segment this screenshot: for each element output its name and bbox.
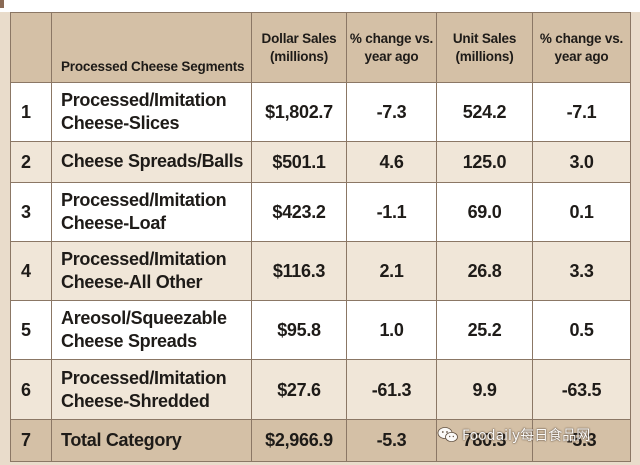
table-row: 1 Processed/Imitation Cheese-Slices $1,8… (10, 81, 631, 143)
row-rank: 3 (10, 181, 52, 242)
header-unit-change: % change vs. year ago (532, 12, 631, 83)
watermark-text: Foodaily每日食品网 (462, 428, 591, 444)
header-dollar-change: % change vs. year ago (346, 12, 437, 83)
row-dollar-sales: $501.1 (251, 141, 347, 183)
row-unit-change: 0.1 (532, 181, 631, 242)
row-rank: 2 (10, 141, 52, 183)
header-dollar-sales: Dollar Sales (millions) (251, 12, 347, 83)
row-unit-change: 0.5 (532, 300, 631, 361)
row-unit-change: 3.0 (532, 141, 631, 183)
row-segment-name: Processed/Imitation Cheese-Shredded (51, 359, 252, 420)
header-unit-sales: Unit Sales (millions) (436, 12, 533, 83)
row-rank: 1 (10, 81, 52, 143)
row-dollar-change: 1.0 (346, 300, 437, 361)
row-rank: 5 (10, 300, 52, 361)
row-unit-sales: 9.9 (436, 359, 533, 420)
wechat-icon (437, 427, 458, 442)
table-row: 3 Processed/Imitation Cheese-Loaf $423.2… (10, 181, 631, 242)
table-row: 2 Cheese Spreads/Balls $501.1 4.6 125.0 … (10, 141, 631, 183)
row-unit-sales: 26.8 (436, 240, 533, 302)
row-unit-change: 3.3 (532, 240, 631, 302)
row-unit-sales: 780.3 (436, 418, 533, 463)
row-dollar-change: -61.3 (346, 359, 437, 420)
row-segment-name: Processed/Imitation Cheese-Loaf (51, 181, 252, 242)
table-row: 4 Processed/Imitation Cheese-All Other $… (10, 240, 631, 302)
row-dollar-change: 4.6 (346, 141, 437, 183)
row-unit-change: -5.3 (532, 418, 631, 463)
row-dollar-change: 2.1 (346, 240, 437, 302)
watermark: Foodaily每日食品网 (437, 423, 590, 447)
row-dollar-sales: $1,802.7 (251, 81, 347, 143)
row-unit-change: -7.1 (532, 81, 631, 143)
row-dollar-sales: $116.3 (251, 240, 347, 302)
row-segment-name: Areosol/Squeezable Cheese Spreads (51, 300, 252, 361)
row-rank: 6 (10, 359, 52, 420)
processed-cheese-table: Processed Cheese Segments Dollar Sales (… (10, 12, 631, 463)
row-segment-name: Processed/Imitation Cheese-All Other (51, 240, 252, 302)
row-dollar-sales: $95.8 (251, 300, 347, 361)
row-rank: 7 (10, 418, 52, 463)
row-unit-sales: 25.2 (436, 300, 533, 361)
row-dollar-sales: $423.2 (251, 181, 347, 242)
header-segment: Processed Cheese Segments (51, 12, 252, 83)
top-strip (0, 0, 640, 12)
row-dollar-change: -1.1 (346, 181, 437, 242)
header-row: Processed Cheese Segments Dollar Sales (… (10, 12, 631, 83)
table-row: 6 Processed/Imitation Cheese-Shredded $2… (10, 359, 631, 420)
row-dollar-sales: $27.6 (251, 359, 347, 420)
row-unit-sales: 69.0 (436, 181, 533, 242)
row-segment-name: Cheese Spreads/Balls (51, 141, 252, 183)
row-segment-name: Processed/Imitation Cheese-Slices (51, 81, 252, 143)
row-dollar-change: -5.3 (346, 418, 437, 463)
row-dollar-change: -7.3 (346, 81, 437, 143)
total-row: 7 Total Category $2,966.9 -5.3 780.3 -5.… (10, 418, 631, 463)
table-row: 5 Areosol/Squeezable Cheese Spreads $95.… (10, 300, 631, 361)
header-rank (10, 12, 52, 83)
row-rank: 4 (10, 240, 52, 302)
row-segment-name: Total Category (51, 418, 252, 463)
row-unit-sales: 125.0 (436, 141, 533, 183)
top-strip-mark (0, 0, 4, 8)
row-dollar-sales: $2,966.9 (251, 418, 347, 463)
row-unit-change: -63.5 (532, 359, 631, 420)
row-unit-sales: 524.2 (436, 81, 533, 143)
